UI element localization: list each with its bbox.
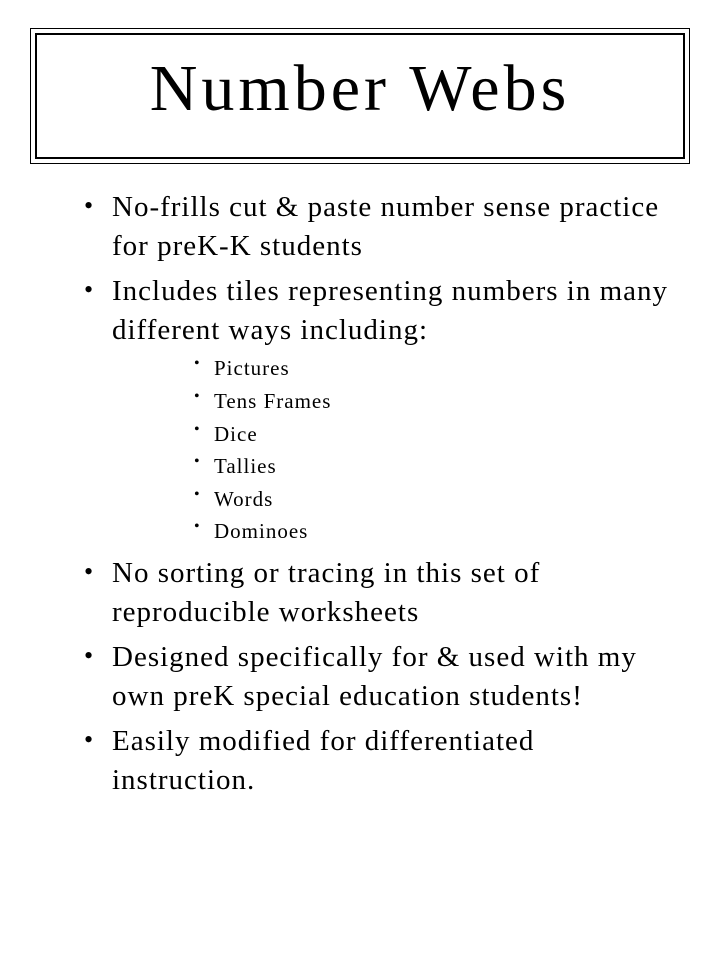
list-item: No-frills cut & paste number sense pract… <box>84 188 680 266</box>
page: Number Webs No-frills cut & paste number… <box>0 0 720 960</box>
bullet-text: Designed specifically for & used with my… <box>112 641 637 712</box>
bullet-text: Includes tiles representing numbers in m… <box>112 275 668 346</box>
list-item: Dominoes <box>194 515 680 548</box>
sub-bullet-list: Pictures Tens Frames Dice Tallies Words … <box>194 352 680 547</box>
bullet-text: No-frills cut & paste number sense pract… <box>112 191 659 262</box>
list-item: Tens Frames <box>194 385 680 418</box>
list-item: No sorting or tracing in this set of rep… <box>84 554 680 632</box>
bullet-text: No sorting or tracing in this set of rep… <box>112 557 540 628</box>
content-body: No-frills cut & paste number sense pract… <box>30 188 690 801</box>
list-item: Dice <box>194 418 680 451</box>
list-item: Designed specifically for & used with my… <box>84 638 680 716</box>
title-frame-outer: Number Webs <box>30 28 690 164</box>
list-item: Words <box>194 483 680 516</box>
title-frame-inner: Number Webs <box>35 33 685 159</box>
list-item: Pictures <box>194 352 680 385</box>
list-item: Tallies <box>194 450 680 483</box>
bullet-text: Easily modified for differentiated instr… <box>112 725 534 796</box>
list-item: Easily modified for differentiated instr… <box>84 722 680 800</box>
list-item: Includes tiles representing numbers in m… <box>84 272 680 548</box>
bullet-text: Dice <box>214 422 258 446</box>
page-title: Number Webs <box>47 51 673 127</box>
bullet-text: Tens Frames <box>214 389 331 413</box>
bullet-text: Tallies <box>214 454 277 478</box>
bullet-text: Dominoes <box>214 519 308 543</box>
bullet-text: Pictures <box>214 356 290 380</box>
main-bullet-list: No-frills cut & paste number sense pract… <box>84 188 680 801</box>
bullet-text: Words <box>214 487 273 511</box>
